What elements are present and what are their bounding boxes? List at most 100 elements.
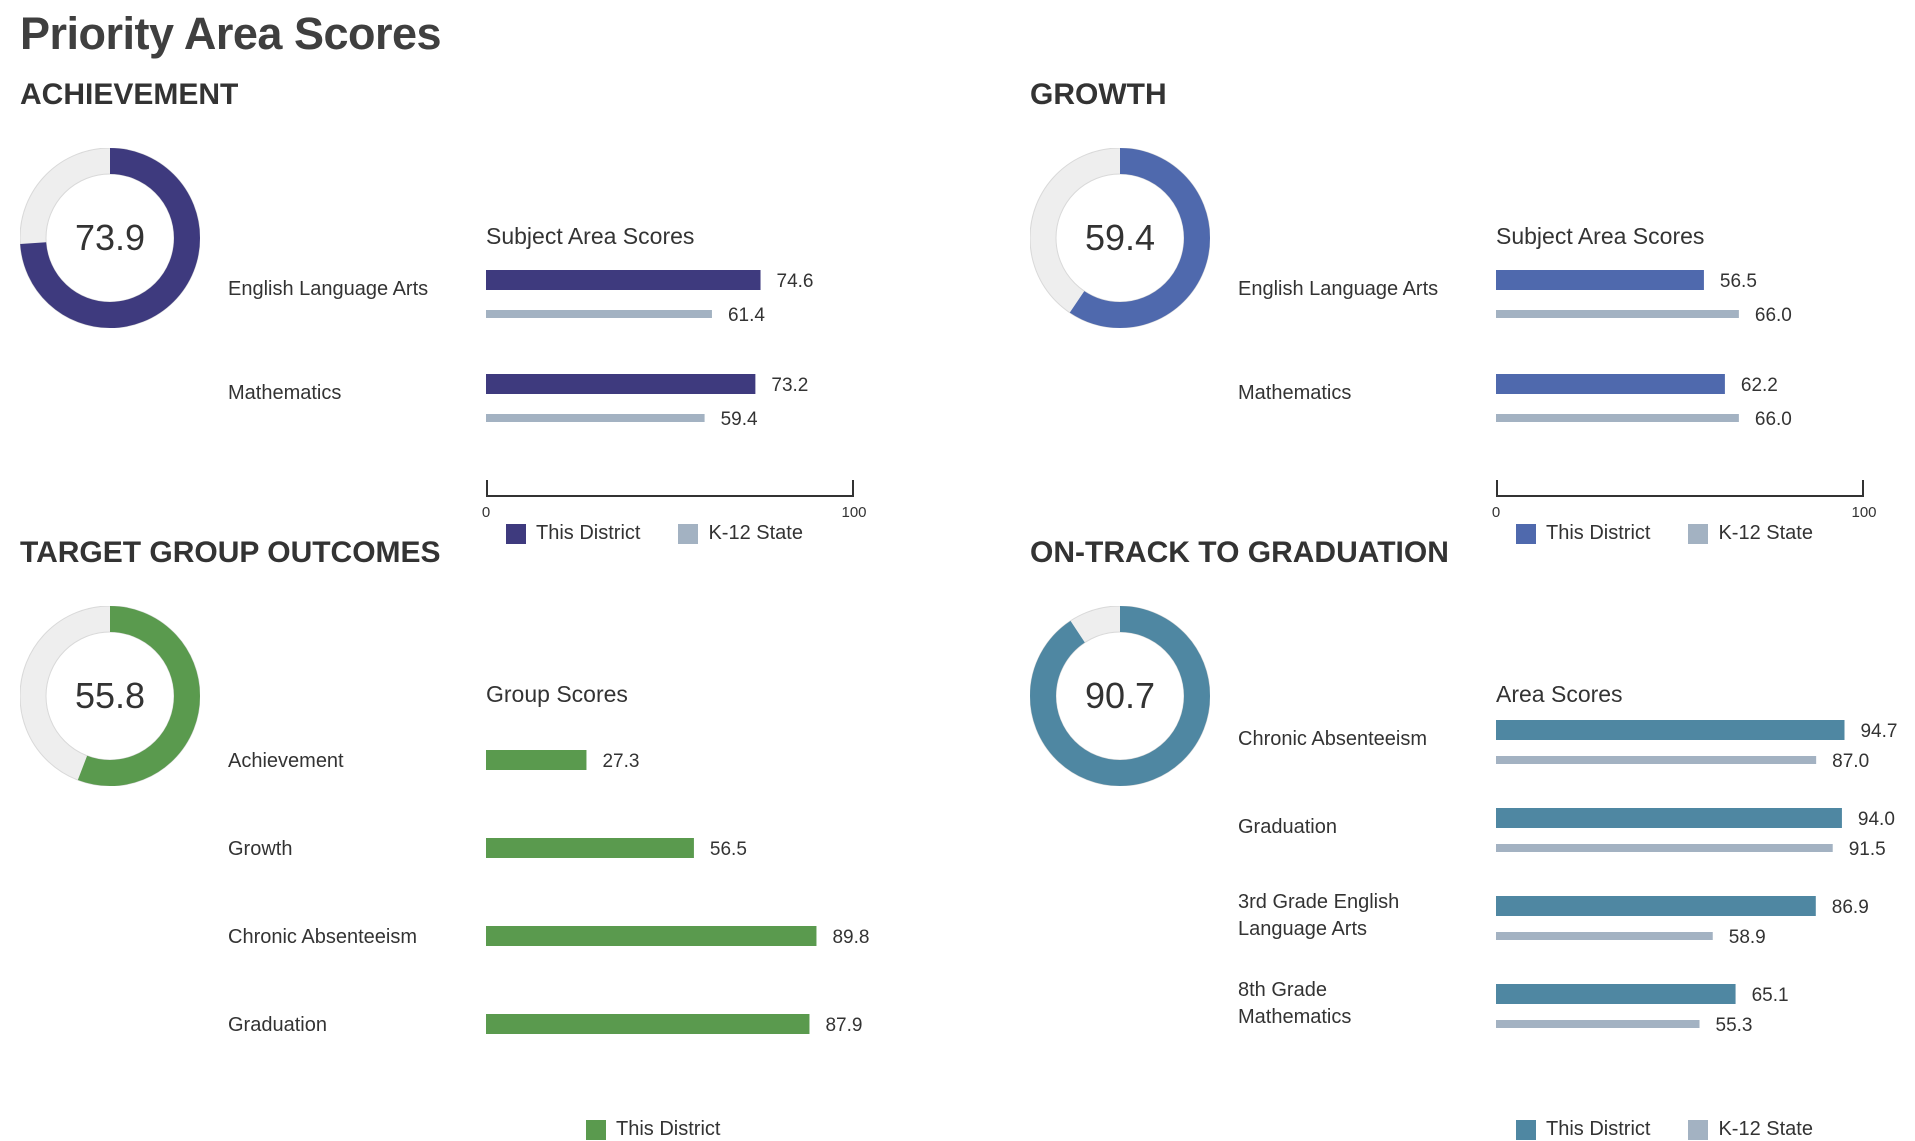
- data-label: 58.9: [1729, 927, 1766, 948]
- data-label: 56.5: [1720, 271, 1757, 292]
- category-label-line: 3rd Grade English: [1238, 891, 1399, 913]
- x-tick-label: 100: [1851, 504, 1876, 521]
- bar-chart: Group Scores Achievement 27.3 Growth 56.5 Chr…: [228, 681, 869, 1036]
- district-bar: [1496, 896, 1816, 916]
- category-label-line: Chronic Absenteeism: [1238, 728, 1427, 750]
- x-tick-label: 0: [482, 504, 490, 521]
- overall-score-value: 59.4: [1084, 217, 1156, 258]
- category-label: 8th Grade Mathematics: [1238, 979, 1351, 1028]
- x-tick-label: 0: [1492, 504, 1500, 521]
- legend: This District K-12 State: [1516, 1118, 1813, 1141]
- district-bar: [1496, 808, 1842, 828]
- state-bar: [1496, 756, 1817, 764]
- page-title: Priority Area Scores: [20, 8, 442, 59]
- category-label-line: Graduation: [228, 1014, 327, 1036]
- category-label: English Language Arts: [1238, 278, 1438, 300]
- district-bar: [1496, 374, 1725, 394]
- section-title: ON-TRACK TO GRADUATION: [1030, 536, 1449, 569]
- data-label: 73.2: [771, 375, 808, 396]
- donut-arc: [1030, 606, 1210, 786]
- legend-label: This District: [1546, 522, 1651, 544]
- district-bar: [486, 1014, 810, 1034]
- category-label-line: English Language Arts: [1238, 278, 1438, 300]
- category-label: 3rd Grade English Language Arts: [1238, 891, 1399, 940]
- data-label: 61.4: [728, 305, 765, 326]
- chart-title: Subject Area Scores: [1496, 223, 1704, 249]
- legend-item: This District: [1516, 522, 1650, 545]
- category-label: Mathematics: [1238, 382, 1351, 404]
- data-label: 87.0: [1832, 751, 1869, 772]
- legend-label: This District: [1546, 1118, 1651, 1140]
- bar-chart: Subject Area Scores English Language Arts…: [228, 223, 867, 521]
- state-bar: [486, 414, 705, 422]
- donut-arc: [20, 606, 200, 786]
- legend-label: This District: [536, 522, 641, 544]
- category-label-line: 8th Grade: [1238, 979, 1327, 1001]
- data-label: 74.6: [777, 271, 814, 292]
- data-label: 27.3: [602, 751, 639, 772]
- category-label: Mathematics: [228, 382, 341, 404]
- donut-arc: [1030, 148, 1210, 328]
- legend-item: This District: [586, 1118, 720, 1141]
- category-label-line: Chronic Absenteeism: [228, 926, 417, 948]
- legend-swatch: [586, 1119, 606, 1140]
- overall-score-value: 73.9: [74, 217, 146, 258]
- legend-label: K-12 State: [708, 522, 803, 544]
- category-label: Graduation: [1238, 816, 1337, 838]
- legend-item: K-12 State: [1688, 522, 1813, 545]
- state-bar: [1496, 414, 1739, 422]
- district-bar: [1496, 984, 1736, 1004]
- data-label: 94.7: [1860, 721, 1897, 742]
- legend-item: This District: [506, 522, 640, 545]
- bar-chart: Subject Area Scores English Language Arts…: [1238, 223, 1877, 521]
- data-label: 66.0: [1755, 305, 1792, 326]
- legend-swatch: [678, 523, 699, 544]
- district-bar: [486, 270, 761, 290]
- chart-title: Subject Area Scores: [486, 223, 694, 249]
- data-label: 87.9: [825, 1015, 862, 1036]
- category-label-line: Achievement: [228, 750, 344, 772]
- legend: This District K-12 State: [1516, 522, 1813, 545]
- district-bar: [1496, 720, 1845, 740]
- achievement-section: ACHIEVEMENT 73.9 Subject Area Scores Engl…: [20, 78, 960, 598]
- data-label: 89.8: [832, 927, 869, 948]
- section-title: GROWTH: [1030, 78, 1167, 111]
- state-bar: [1496, 310, 1739, 318]
- category-label-line: Growth: [228, 838, 292, 860]
- legend-label: K-12 State: [1718, 522, 1813, 544]
- data-label: 66.0: [1755, 409, 1792, 430]
- state-bar: [1496, 932, 1713, 940]
- overall-score-donut: 59.4: [1030, 148, 1210, 328]
- donut-ring: [1030, 148, 1210, 328]
- donut-arc: [20, 148, 200, 328]
- growth-section: GROWTH 59.4 Subject Area Scores English L…: [1030, 78, 1915, 598]
- category-label: Achievement: [228, 750, 344, 772]
- category-label: Growth: [228, 838, 292, 860]
- legend-swatch: [1688, 523, 1709, 544]
- legend-item: K-12 State: [678, 522, 803, 545]
- category-label-line: English Language Arts: [228, 278, 428, 300]
- target-group-outcomes-section: TARGET GROUP OUTCOMES 55.8 Group Scores A…: [20, 536, 960, 1140]
- district-bar: [1496, 270, 1704, 290]
- overall-score-value: 55.8: [74, 675, 146, 716]
- category-label: English Language Arts: [228, 278, 428, 300]
- category-label-line: Mathematics: [1238, 382, 1351, 404]
- section-title: ACHIEVEMENT: [20, 78, 239, 111]
- data-label: 56.5: [710, 839, 747, 860]
- legend-swatch: [506, 523, 526, 544]
- district-bar: [486, 374, 756, 394]
- data-label: 91.5: [1849, 839, 1886, 860]
- category-label-line: Mathematics: [1238, 1006, 1351, 1028]
- category-label: Chronic Absenteeism: [1238, 728, 1427, 750]
- data-label: 55.3: [1716, 1015, 1753, 1036]
- category-label: Graduation: [228, 1014, 327, 1036]
- category-label-line: Language Arts: [1238, 918, 1367, 940]
- bar-chart: Area Scores Chronic Absenteeism 94.7 87.0 Gr…: [1238, 681, 1897, 1036]
- state-bar: [486, 310, 712, 318]
- donut-ring: [1030, 606, 1210, 786]
- district-bar: [486, 750, 587, 770]
- legend-swatch: [1688, 1119, 1709, 1140]
- category-label: Chronic Absenteeism: [228, 926, 417, 948]
- overall-score-value: 90.7: [1084, 675, 1156, 716]
- donut-ring: [20, 148, 200, 328]
